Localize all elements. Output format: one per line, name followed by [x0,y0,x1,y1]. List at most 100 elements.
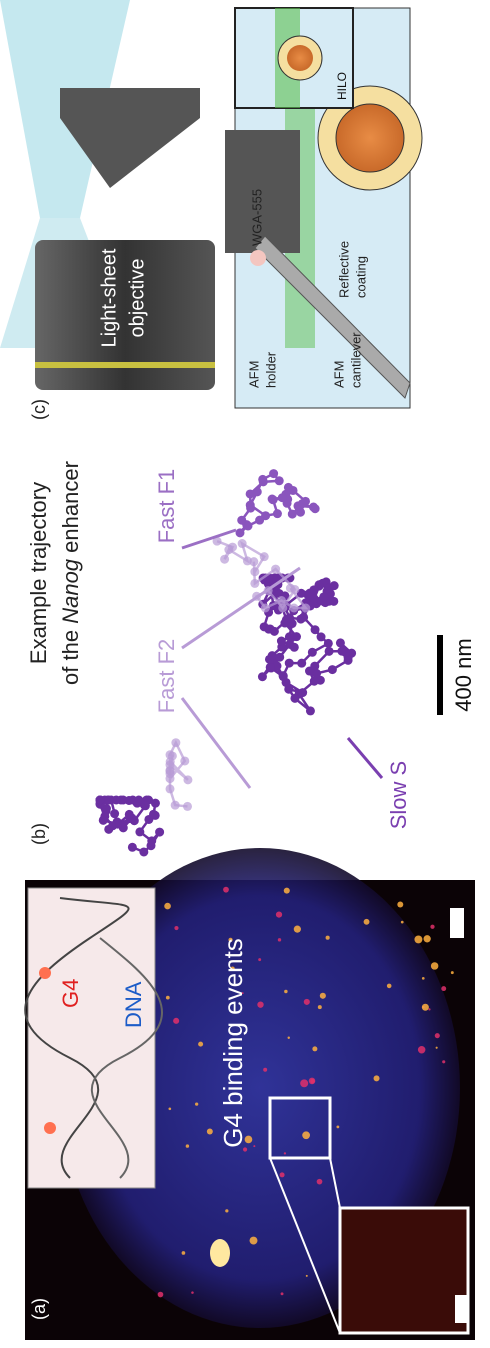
localization [246,504,255,513]
localization [275,476,284,485]
localization [317,632,326,641]
hilo-label: HILO [335,72,349,100]
spot [364,919,370,925]
objective-ring [35,362,215,368]
spot [223,887,229,893]
spot [225,1209,228,1212]
zoom-inset [340,1208,468,1333]
spot [302,1131,310,1139]
wga-label: WGA-555 [249,189,264,246]
localization [285,632,294,641]
spot [431,962,438,969]
localization [298,499,307,508]
localization [220,555,229,564]
spot [387,984,392,989]
localization [290,643,299,652]
spot [401,921,404,924]
localization [168,751,177,760]
title-part: enhancer [58,461,83,553]
localization [270,627,279,636]
localization [273,509,282,518]
localization [278,493,287,502]
localization [128,796,137,805]
spot [210,1239,230,1267]
spot [442,1060,445,1063]
localization [309,585,318,594]
spot [374,1075,380,1081]
localization [296,615,305,624]
spot [158,1292,164,1298]
spot [280,1172,285,1177]
spot [250,1237,258,1245]
spot [306,1275,308,1277]
localization [330,581,339,590]
spot [304,999,310,1005]
spot [166,996,170,1000]
spot [436,1047,438,1049]
localization [336,638,345,647]
localization [261,604,270,613]
spot [422,977,425,980]
localization [325,647,334,656]
spot [258,958,261,961]
localization [183,775,192,784]
localization [301,604,310,613]
cell-nucleus [287,45,313,71]
spot [198,1042,203,1047]
spot [288,1037,290,1039]
spot [320,993,326,999]
spot [422,1004,429,1011]
spot [414,935,422,943]
dna-label: DNA [121,981,146,1028]
spot [397,902,403,908]
localization [319,592,328,601]
localization [110,809,119,818]
title-part: of the [58,630,83,685]
localization [266,663,275,672]
spot [263,1068,267,1072]
localization [277,637,286,646]
spot [207,1128,213,1134]
localization [149,810,158,819]
title-line: of the Nanog enhancer [58,461,83,685]
spot [336,1125,339,1128]
spot [312,1046,317,1051]
panel-label: (a) [29,1298,49,1320]
localization [290,604,299,613]
localization [311,504,320,513]
localization [269,495,278,504]
localization [128,843,137,852]
localization [171,801,180,810]
figure: G4 DNA G4 binding events (a) (b) Example… [0,0,490,1348]
spot [309,1078,316,1085]
spot [168,1107,171,1110]
arrow [182,698,250,788]
localization [180,756,189,765]
localization [236,528,245,537]
spot [424,935,431,942]
localization [298,688,307,697]
objective-label: objective [126,259,148,338]
spot [284,1152,286,1154]
localization [285,659,294,668]
spot [186,1144,189,1147]
localization [306,706,315,715]
spot [278,938,281,941]
localization [328,665,337,674]
scale-bar [455,1295,469,1323]
spot [191,1291,194,1294]
trajectory [96,469,357,856]
localization [171,738,180,747]
localization [141,801,150,810]
localization [243,556,252,565]
localization [246,489,255,498]
title-gene: Nanog [58,558,83,624]
localization [166,784,175,793]
localization [277,596,286,605]
coating-label: Reflective [336,241,351,298]
spot [451,971,454,974]
fast-f1-label: Fast F1 [154,469,179,544]
localization [96,796,105,805]
localization [250,579,259,588]
title-line: Example trajectory [26,482,51,664]
